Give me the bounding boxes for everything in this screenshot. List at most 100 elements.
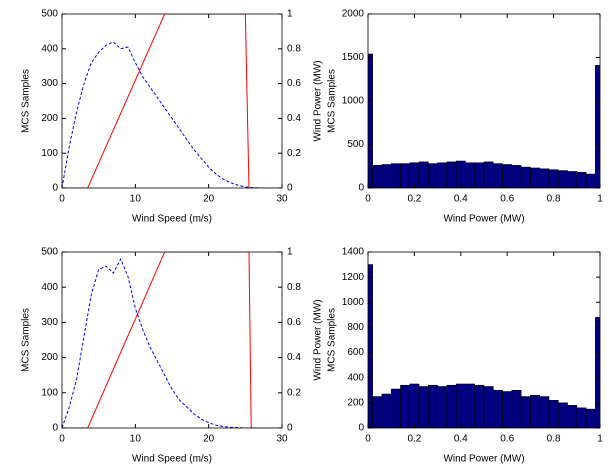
y-axis-label: MCS Samples: [21, 308, 32, 372]
x-tick-label: 0: [365, 194, 371, 205]
y-tick-label: 200: [41, 113, 58, 124]
bar: [520, 166, 531, 188]
y-tick-label: 0: [358, 183, 364, 194]
bar: [465, 162, 476, 188]
x-tick-label: 0: [365, 434, 371, 445]
x-tick-label: 0: [59, 194, 65, 205]
bar: [557, 170, 568, 188]
x-tick-label: 0.8: [547, 434, 561, 445]
bar: [492, 389, 503, 428]
y-tick-label: 200: [347, 397, 364, 408]
bar: [400, 163, 411, 188]
y2-axis-label: Wind Power (MW): [313, 299, 324, 380]
x-axis-label: Wind Speed (m/s): [132, 454, 212, 465]
series-line: [62, 257, 282, 428]
y-tick-label: 0: [52, 183, 58, 194]
bar: [492, 163, 503, 188]
bar: [576, 407, 587, 428]
x-tick-label: 20: [203, 434, 215, 445]
x-tick-label: 0.6: [500, 434, 514, 445]
y2-tick-label: 0.6: [287, 78, 301, 89]
bar: [567, 171, 578, 188]
bar: [390, 163, 401, 188]
plot-area: [62, 252, 282, 428]
y-tick-label: 0: [358, 423, 364, 434]
axes-box: [61, 251, 283, 429]
bar: [381, 393, 392, 428]
y-axis-label: MCS Samples: [327, 69, 338, 133]
y2-tick-label: 0: [287, 183, 293, 194]
y2-tick-label: 0.4: [287, 352, 301, 363]
plot-area: [368, 14, 600, 188]
y-tick-label: 500: [41, 247, 58, 258]
x-tick-label: 30: [276, 434, 288, 445]
bar: [409, 383, 420, 428]
bar: [446, 161, 457, 188]
bar: [585, 408, 596, 428]
x-tick-label: 10: [130, 434, 142, 445]
x-axis-label: Wind Power (MW): [443, 214, 524, 225]
y2-tick-label: 0.8: [287, 43, 301, 54]
panel: 0 10 20 30010020030040050000.20.40.60.81Win…: [21, 9, 324, 225]
y-tick-label: 100: [41, 387, 58, 398]
bar: [418, 161, 429, 188]
y-tick-label: 1200: [342, 272, 365, 283]
y2-tick-label: 0: [287, 423, 293, 434]
bar: [557, 402, 568, 428]
bar: [511, 165, 522, 188]
axes-box: [61, 13, 283, 189]
y2-tick-label: 0.2: [287, 148, 301, 159]
y-tick-label: 100: [41, 148, 58, 159]
x-tick-label: 20: [203, 194, 215, 205]
y2-tick-label: 1: [287, 9, 293, 20]
y-tick-label: 0: [52, 423, 58, 434]
y-tick-label: 400: [41, 282, 58, 293]
bar: [437, 162, 448, 188]
bar: [465, 383, 476, 428]
bar: [474, 162, 485, 188]
bar: [372, 396, 383, 428]
x-tick-label: 1: [597, 434, 603, 445]
y-axis-label: MCS Samples: [21, 69, 32, 133]
panel: 0 0.2 0.4 0.6 0.8 1 0 500 1000 1500 2000 Wind Power…: [327, 9, 604, 225]
y-tick-label: 200: [41, 352, 58, 363]
bar: [455, 160, 466, 188]
bar: [539, 168, 550, 188]
y-tick-label: 400: [347, 372, 364, 383]
plot: [62, 252, 282, 428]
y-axis-label: MCS Samples: [327, 308, 338, 372]
y2-tick-label: 0.4: [287, 113, 301, 124]
bar: [437, 386, 448, 428]
bar: [483, 161, 494, 188]
y-tick-label: 500: [347, 139, 364, 150]
series-line: [62, 41, 282, 188]
y-tick-label: 300: [41, 78, 58, 89]
x-tick-label: 0.8: [547, 194, 561, 205]
x-tick-label: 0.4: [454, 434, 468, 445]
bar: [483, 386, 494, 428]
bar: [390, 388, 401, 428]
y-tick-label: 300: [41, 317, 58, 328]
bar: [502, 391, 513, 428]
plot: [368, 53, 600, 188]
bar: [446, 384, 457, 428]
bar: [368, 53, 373, 188]
bar: [548, 400, 559, 428]
bar: [585, 173, 596, 188]
x-tick-label: 1: [597, 194, 603, 205]
bar: [455, 383, 466, 428]
bar: [428, 163, 438, 188]
x-axis-label: Wind Power (MW): [443, 454, 524, 465]
x-tick-label: 10: [130, 194, 142, 205]
y-tick-label: 600: [347, 347, 364, 358]
plot: [62, 14, 282, 188]
y-tick-label: 1000: [342, 96, 365, 107]
bar: [567, 405, 578, 428]
bar: [539, 396, 550, 428]
y-tick-label: 500: [41, 9, 58, 20]
y2-tick-label: 1: [287, 247, 293, 258]
bar: [511, 389, 522, 428]
plot-area: [62, 14, 282, 188]
y-tick-label: 800: [347, 322, 364, 333]
